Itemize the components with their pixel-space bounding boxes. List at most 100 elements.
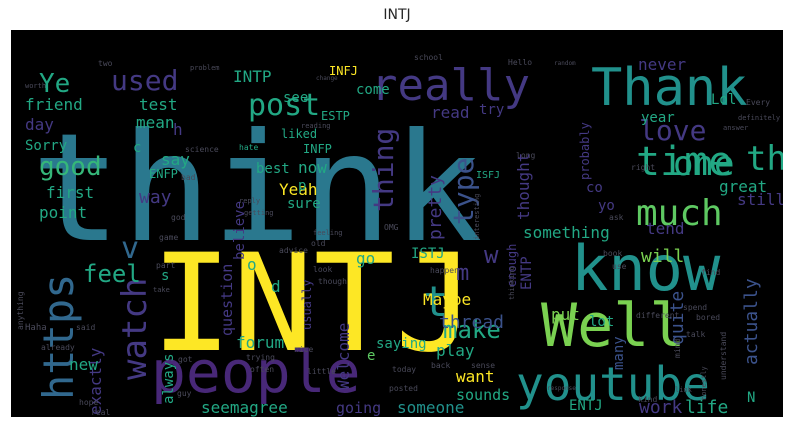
- word-well: Well: [541, 291, 686, 361]
- word-m: m: [456, 261, 469, 286]
- word-work: work: [639, 397, 683, 417]
- word-life: life: [685, 397, 728, 417]
- word-intj: INTJ: [151, 225, 476, 382]
- word-game: game: [159, 233, 178, 242]
- word-enfp: ENFP: [149, 167, 178, 181]
- word-never: never: [638, 55, 687, 74]
- word-first: first: [46, 183, 94, 202]
- word-said: said: [76, 323, 95, 332]
- word-haha: Haha: [25, 323, 47, 333]
- word-test: test: [139, 95, 178, 114]
- word-trying: trying: [246, 353, 275, 362]
- word-love: love: [639, 114, 706, 147]
- word-youtube: youtube: [516, 357, 710, 411]
- word-response: response: [547, 385, 576, 392]
- word-look: look: [313, 265, 332, 274]
- word-god: god: [171, 213, 186, 222]
- word-always: always: [161, 353, 177, 404]
- word-mind: mind: [673, 339, 682, 358]
- word-say: say: [161, 150, 190, 169]
- word-reply: reply: [239, 197, 260, 205]
- word-n: N: [747, 390, 755, 406]
- word-every: Every: [746, 98, 770, 107]
- word-exactly: exactly: [86, 347, 105, 415]
- word-welcome: Welcome: [334, 323, 353, 390]
- word-actually: actually: [741, 278, 762, 365]
- word-believe: believe: [232, 201, 248, 260]
- word-come: come: [356, 82, 390, 98]
- word-right: right: [631, 163, 655, 172]
- word-long: long: [516, 151, 535, 160]
- word-https: https: [34, 274, 83, 400]
- word-already: already: [41, 343, 75, 352]
- word-find: find: [701, 268, 720, 277]
- word-getting: getting: [244, 209, 274, 217]
- word-enough: enough: [505, 244, 519, 287]
- word-feel: feel: [83, 260, 141, 288]
- word-pretty: pretty: [425, 175, 446, 240]
- word-ask: ask: [609, 213, 624, 222]
- word-year: year: [641, 110, 675, 126]
- word-see: see: [283, 90, 308, 106]
- word-question: question: [218, 264, 236, 336]
- word-yeah: Yeah: [279, 180, 318, 199]
- word-reading: reading: [301, 122, 331, 130]
- word-real: real: [91, 408, 110, 417]
- word-sure: sure: [287, 196, 321, 212]
- word-anything: anything: [16, 291, 25, 330]
- word-different: different: [636, 311, 680, 320]
- word-ye: Ye: [39, 69, 70, 99]
- word-link: link: [675, 386, 693, 394]
- word-quite: quite: [667, 291, 688, 345]
- word-problem: problem: [190, 64, 220, 72]
- word-lot: lot: [589, 314, 614, 330]
- word-good: good: [39, 152, 102, 182]
- word-friend: friend: [25, 95, 83, 114]
- word-infp: INFP: [303, 142, 332, 156]
- word-omg: OMG: [384, 223, 399, 232]
- word-yo: yo: [598, 198, 615, 214]
- word-go: go: [356, 249, 375, 268]
- word-liked: liked: [281, 127, 317, 141]
- word-t: t: [423, 277, 448, 326]
- word-often: often: [250, 365, 274, 374]
- word-d: d: [271, 277, 281, 296]
- word-forum: forum: [236, 333, 284, 352]
- word-science: science: [185, 145, 219, 154]
- word-make: make: [443, 316, 501, 344]
- word-sounds: sounds: [456, 386, 510, 404]
- word-interesting: interesting: [473, 194, 481, 240]
- word-thought: thought: [514, 153, 533, 220]
- word-today: today: [392, 365, 416, 374]
- word-h: h: [173, 120, 183, 139]
- word-one: one: [673, 144, 734, 184]
- word-honestly: honestly: [700, 366, 708, 400]
- word-bad: bad: [181, 173, 196, 182]
- word-play: play: [436, 341, 475, 360]
- word-great: great: [719, 177, 767, 196]
- word-bored: bored: [696, 313, 720, 322]
- word-many: many: [611, 336, 627, 370]
- chart-title: INTJ: [383, 7, 411, 23]
- word-random: random: [554, 60, 576, 67]
- word-put: put: [551, 305, 580, 324]
- word-hope: hope: [79, 398, 98, 407]
- word-usually: usually: [300, 279, 314, 330]
- word-still: still: [737, 190, 783, 209]
- word-happen: happen: [430, 266, 459, 275]
- word-old: old: [311, 239, 326, 248]
- word-watch: watch: [115, 278, 155, 380]
- word-isfj: ISFJ: [476, 170, 500, 181]
- word-maybe: Maybe: [423, 290, 471, 309]
- word-guy: guy: [177, 389, 192, 398]
- word-point: point: [39, 203, 87, 222]
- word-part: part: [156, 261, 175, 270]
- word-someone: someone: [397, 398, 464, 417]
- word-now: now: [298, 158, 327, 177]
- word-back: back: [431, 361, 450, 370]
- word-spend: spend: [683, 303, 707, 312]
- word-something: something: [523, 223, 610, 242]
- word-two: two: [98, 59, 113, 68]
- word-hate: hate: [239, 143, 258, 152]
- word-c: c: [133, 140, 141, 156]
